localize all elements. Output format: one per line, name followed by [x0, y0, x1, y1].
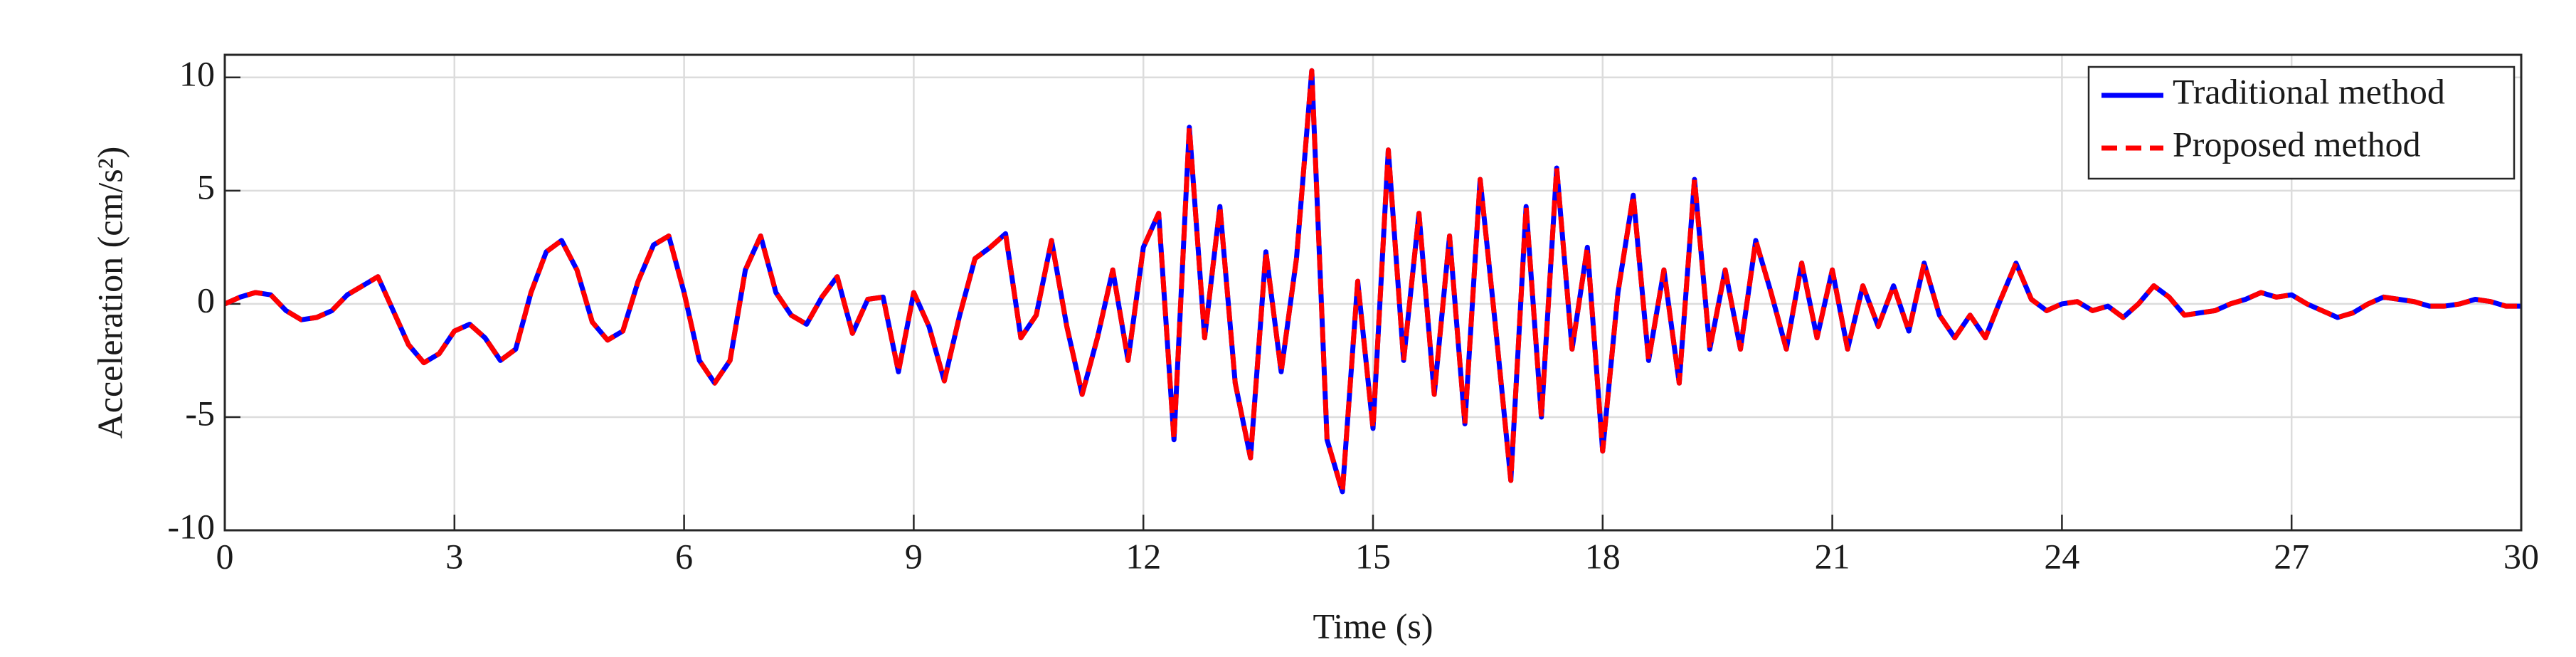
y-axis-label: Acceleration (cm/s²)	[90, 147, 129, 439]
y-tick-label: 0	[197, 280, 215, 320]
x-tick-label: 24	[2044, 536, 2079, 576]
y-tick-label: -10	[167, 506, 215, 546]
x-tick-label: 3	[445, 536, 463, 576]
y-tick-label: 10	[179, 53, 215, 93]
x-tick-label: 18	[1585, 536, 1621, 576]
x-tick-label: 15	[1355, 536, 1391, 576]
legend-label: Traditional method	[2173, 71, 2445, 111]
data-line	[223, 68, 2521, 495]
y-tick-label: -5	[185, 393, 215, 433]
x-axis-label: Time (s)	[1313, 606, 1433, 646]
legend-box	[2087, 65, 2516, 180]
y-tick-label: 5	[197, 167, 215, 206]
x-tick-label: 0	[216, 536, 234, 576]
x-tick-label: 27	[2274, 536, 2309, 576]
legend-label: Proposed method	[2173, 124, 2421, 164]
axes-box	[223, 53, 2523, 532]
x-tick-label: 12	[1125, 536, 1161, 576]
x-tick-label: 6	[675, 536, 693, 576]
x-tick-label: 21	[1815, 536, 1850, 576]
x-tick-label: 30	[2503, 536, 2539, 576]
x-tick-label: 9	[905, 536, 923, 576]
